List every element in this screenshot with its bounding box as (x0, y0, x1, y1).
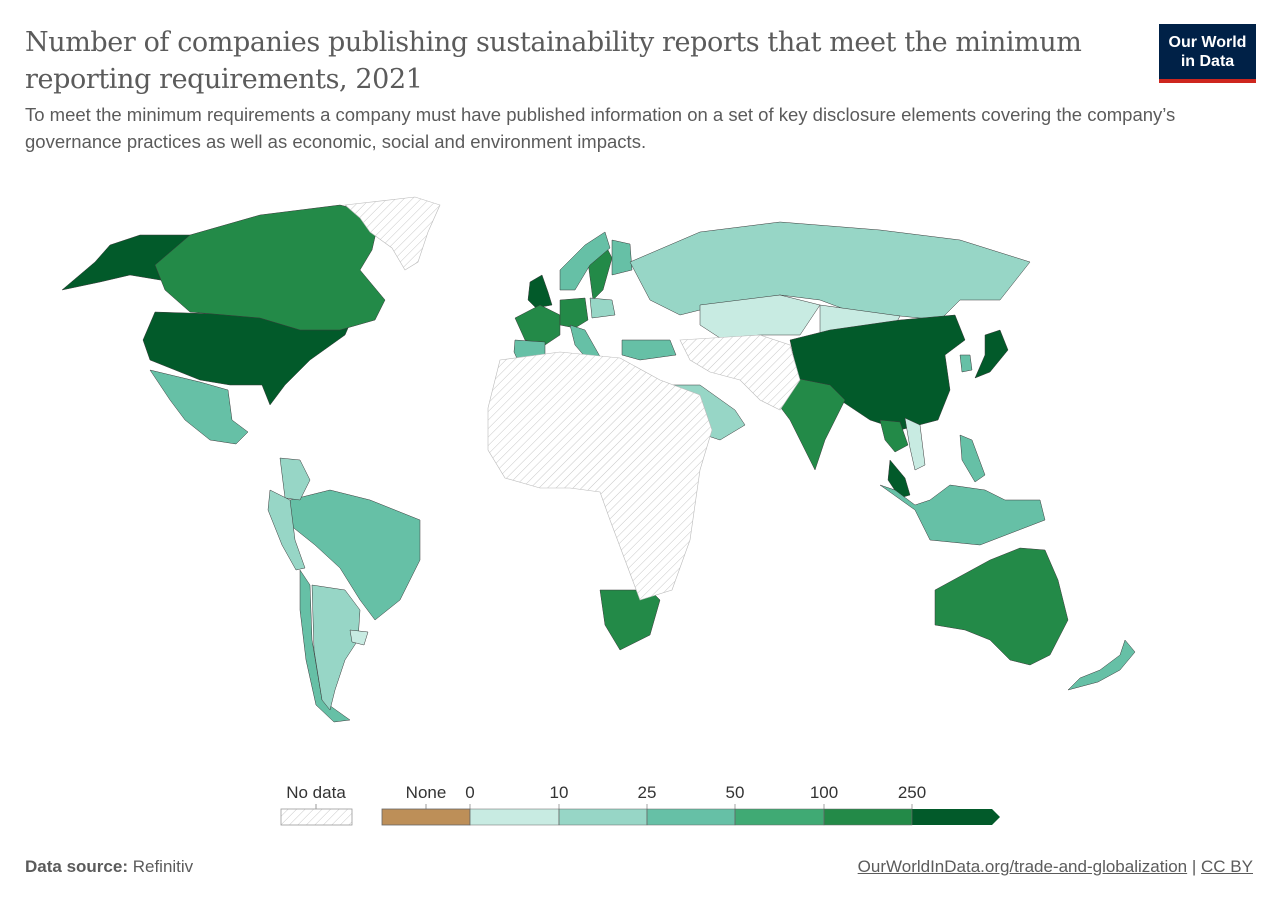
footer-links: OurWorldInData.org/trade-and-globalizati… (858, 857, 1253, 877)
legend-swatch-100[interactable] (823, 808, 913, 826)
country-colombia[interactable] (279, 457, 311, 501)
legend-bin-label-0: 0 (465, 783, 475, 802)
chart-subtitle: To meet the minimum requirements a compa… (25, 104, 1176, 152)
country-canada[interactable] (154, 204, 386, 331)
country-japan[interactable] (974, 329, 1009, 379)
legend-bin-label-100: 100 (809, 783, 839, 802)
country-south-africa[interactable] (599, 589, 661, 651)
legend-bin-label-10: 10 (549, 783, 569, 802)
country-thailand[interactable] (879, 419, 909, 453)
legend-swatch-no-data[interactable] (280, 808, 353, 826)
footer-separator: | (1191, 857, 1197, 876)
legend-swatch-0[interactable] (469, 808, 560, 826)
country-australia[interactable] (934, 547, 1069, 666)
license-link[interactable]: CC BY (1201, 857, 1253, 876)
logo-line-1: Our World (1168, 33, 1247, 51)
chart-title: Number of companies publishing sustainab… (25, 27, 1082, 95)
data-source-value: Refinitiv (132, 857, 194, 876)
country-kazakhstan[interactable] (699, 294, 821, 339)
legend-swatch-25[interactable] (646, 808, 736, 826)
country-philippines[interactable] (959, 434, 986, 483)
country-india[interactable] (774, 374, 846, 471)
country-poland[interactable] (589, 297, 616, 319)
topic-link[interactable]: OurWorldInData.org/trade-and-globalizati… (857, 857, 1188, 876)
logo-line-2: in Data (1180, 52, 1235, 70)
country-greenland[interactable] (344, 196, 441, 271)
legend-swatch-10[interactable] (558, 808, 648, 826)
country-south-korea[interactable] (959, 354, 973, 373)
country-united-kingdom[interactable] (527, 274, 553, 309)
owid-logo[interactable]: Our World in Data (1159, 24, 1256, 83)
country-france[interactable] (514, 304, 561, 346)
legend-bin-label-25: 25 (637, 783, 657, 802)
country-uruguay[interactable] (349, 629, 369, 646)
country-turkey[interactable] (621, 339, 677, 361)
data-source: Data source: Refinitiv (25, 857, 193, 877)
legend-bin-label-250: 250 (897, 783, 927, 802)
country-mexico[interactable] (149, 369, 249, 445)
country-brazil[interactable] (289, 489, 421, 621)
country-new-zealand[interactable] (1067, 639, 1136, 691)
legend-swatch-50[interactable] (734, 808, 825, 826)
country-chile[interactable] (299, 569, 351, 723)
legend-bin-label-50: 50 (725, 783, 745, 802)
country-argentina[interactable] (311, 584, 361, 711)
country-finland[interactable] (611, 239, 633, 276)
legend-no-data-label: No data (286, 783, 346, 802)
country-russia[interactable] (629, 221, 1031, 321)
legend-swatches (280, 804, 1000, 826)
legend-swatch-none[interactable] (381, 808, 471, 826)
country-indonesia[interactable] (879, 484, 1046, 546)
country-peru[interactable] (267, 489, 306, 571)
country-central-asia-middle-east-parts[interactable] (679, 334, 801, 411)
country-norway[interactable] (559, 231, 611, 291)
data-source-label: Data source: (25, 857, 128, 876)
country-germany[interactable] (559, 297, 589, 329)
legend-none-label: None (405, 783, 447, 802)
country-malaysia[interactable] (887, 459, 911, 499)
country-africa-most[interactable] (487, 351, 713, 601)
world-map (61, 196, 1136, 723)
legend-swatch-250[interactable] (912, 809, 1000, 825)
country-vietnam[interactable] (904, 417, 926, 471)
